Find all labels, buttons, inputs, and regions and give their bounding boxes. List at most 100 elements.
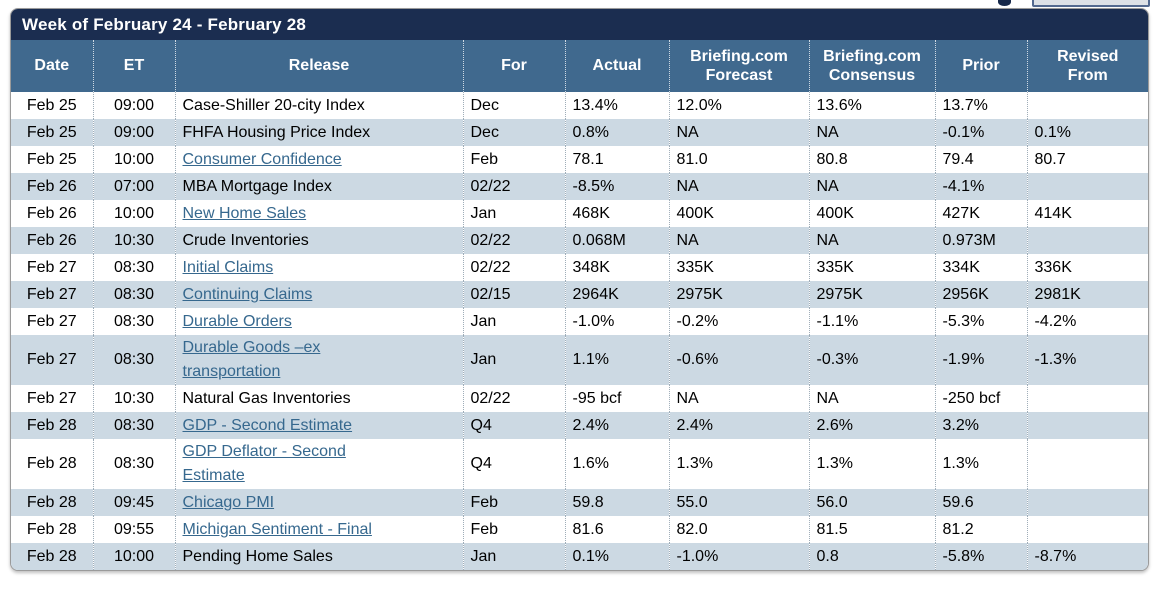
prior-cell: -0.1% — [934, 119, 1027, 146]
table-body: Feb 25 09:00 Case-Shiller 20-city Index Dec… — [11, 92, 1148, 570]
clipped-toolbar-button[interactable] — [1032, 0, 1150, 7]
consensus-cell: 2975K — [808, 281, 935, 308]
et-cell: 08:30 — [92, 281, 175, 308]
revised-cell — [1026, 173, 1148, 200]
et-cell: 09:00 — [92, 119, 175, 146]
consensus-cell: -1.1% — [808, 308, 935, 335]
revised-cell: 414K — [1026, 200, 1148, 227]
table-row: Feb 27 10:30 Natural Gas Inventories 02/22-… — [11, 385, 1148, 412]
for-cell: Jan — [462, 200, 565, 227]
for-cell: Feb — [462, 516, 565, 543]
actual-cell: 2.4% — [564, 412, 669, 439]
col-header-date: Date — [11, 40, 93, 92]
release-cell: MBA Mortgage Index — [174, 173, 463, 200]
release-link[interactable]: Initial Claims — [182, 258, 274, 276]
revised-cell — [1026, 227, 1148, 254]
revised-cell — [1026, 489, 1148, 516]
release-cell: Durable Orders — [174, 308, 463, 335]
date-cell: Feb 27 — [26, 389, 77, 407]
revised-cell — [1026, 412, 1148, 439]
revised-cell — [1026, 439, 1148, 489]
actual-cell: 0.068M — [564, 227, 669, 254]
forecast-cell: -0.2% — [668, 308, 809, 335]
et-cell: 08:30 — [92, 412, 175, 439]
consensus-cell: 0.8 — [808, 543, 935, 570]
consensus-cell: NA — [808, 119, 935, 146]
release-link[interactable]: Durable Goods –ex transportation — [182, 339, 321, 380]
revised-cell: 2981K — [1026, 281, 1148, 308]
release-cell: Pending Home Sales — [174, 543, 463, 570]
date-cell: Feb 28 — [26, 493, 77, 511]
prior-cell: 2956K — [934, 281, 1027, 308]
release-link[interactable]: Durable Orders — [182, 312, 292, 330]
release-cell: Chicago PMI — [174, 489, 463, 516]
table-row: Feb 26 10:30 Crude Inventories 02/22 0.068M N… — [11, 227, 1148, 254]
date-cell: Feb 26 — [26, 177, 77, 195]
prior-cell: -1.9% — [934, 335, 1027, 385]
date-cell: Feb 25 — [26, 123, 77, 141]
col-header-for: For — [462, 40, 565, 92]
actual-cell: 1.6% — [564, 439, 669, 489]
for-cell: 02/22 — [462, 385, 565, 412]
for-cell: Dec — [462, 119, 565, 146]
release-link[interactable]: GDP Deflator - Second Estimate — [182, 443, 346, 484]
prior-cell: 1.3% — [934, 439, 1027, 489]
release-cell: Crude Inventories — [174, 227, 463, 254]
et-cell: 09:55 — [92, 516, 175, 543]
et-cell: 07:00 — [92, 173, 175, 200]
revised-cell: 336K — [1026, 254, 1148, 281]
col-header-release: Release — [174, 40, 463, 92]
forecast-cell: NA — [668, 119, 809, 146]
prior-cell: 334K — [934, 254, 1027, 281]
col-header-revised: Revised From — [1026, 40, 1148, 92]
release-cell: Durable Goods –ex transportation — [174, 335, 463, 385]
release-link[interactable]: Consumer Confidence — [182, 150, 342, 168]
for-cell: Jan — [462, 308, 565, 335]
forecast-cell: -1.0% — [668, 543, 809, 570]
clipped-icon — [998, 0, 1011, 6]
et-cell: 10:00 — [92, 146, 175, 173]
for-cell: 02/22 — [462, 227, 565, 254]
release-cell: Michigan Sentiment - Final — [174, 516, 463, 543]
consensus-cell: NA — [808, 227, 935, 254]
release-cell: Consumer Confidence — [174, 146, 463, 173]
date-cell: Feb 28 — [26, 455, 77, 472]
for-cell: Jan — [462, 543, 565, 570]
release-link[interactable]: GDP - Second Estimate — [182, 416, 353, 434]
date-cell: Feb 28 — [26, 547, 77, 565]
revised-cell: -1.3% — [1026, 335, 1148, 385]
release-link[interactable]: Continuing Claims — [182, 285, 313, 303]
prior-cell: -4.1% — [934, 173, 1027, 200]
et-cell: 10:00 — [92, 543, 175, 570]
col-header-consensus: Briefing.com Consensus — [808, 40, 935, 92]
release-link[interactable]: Chicago PMI — [182, 493, 275, 511]
forecast-cell: 12.0% — [668, 92, 809, 119]
consensus-cell: 1.3% — [808, 439, 935, 489]
revised-cell — [1026, 385, 1148, 412]
date-cell: Feb 26 — [26, 231, 77, 249]
table-row: Feb 28 09:45 Chicago PMI Feb 59.8 55.0 56.0 59.… — [11, 489, 1148, 516]
forecast-cell: 2.4% — [668, 412, 809, 439]
release-link[interactable]: Michigan Sentiment - Final — [182, 520, 372, 538]
actual-cell: 81.6 — [564, 516, 669, 543]
date-cell: Feb 27 — [26, 258, 77, 276]
forecast-cell: NA — [668, 227, 809, 254]
for-cell: 02/22 — [462, 173, 565, 200]
table-row: Feb 27 08:30 Durable Goods –ex transportat… — [11, 335, 1148, 385]
et-cell: 08:30 — [92, 254, 175, 281]
release-cell: GDP Deflator - Second Estimate — [174, 439, 463, 489]
release-link[interactable]: New Home Sales — [182, 204, 307, 222]
revised-cell: -8.7% — [1026, 543, 1148, 570]
release-cell: FHFA Housing Price Index — [174, 119, 463, 146]
forecast-cell: 335K — [668, 254, 809, 281]
revised-cell: -4.2% — [1026, 308, 1148, 335]
actual-cell: 348K — [564, 254, 669, 281]
panel-title: Week of February 24 - February 28 — [11, 9, 1148, 40]
date-cell: Feb 28 — [26, 520, 77, 538]
et-cell: 09:00 — [92, 92, 175, 119]
actual-cell: 2964K — [564, 281, 669, 308]
table-row: Feb 25 09:00 FHFA Housing Price Index Dec 0.… — [11, 119, 1148, 146]
prior-cell: 79.4 — [934, 146, 1027, 173]
et-cell: 09:45 — [92, 489, 175, 516]
consensus-cell: -0.3% — [808, 335, 935, 385]
